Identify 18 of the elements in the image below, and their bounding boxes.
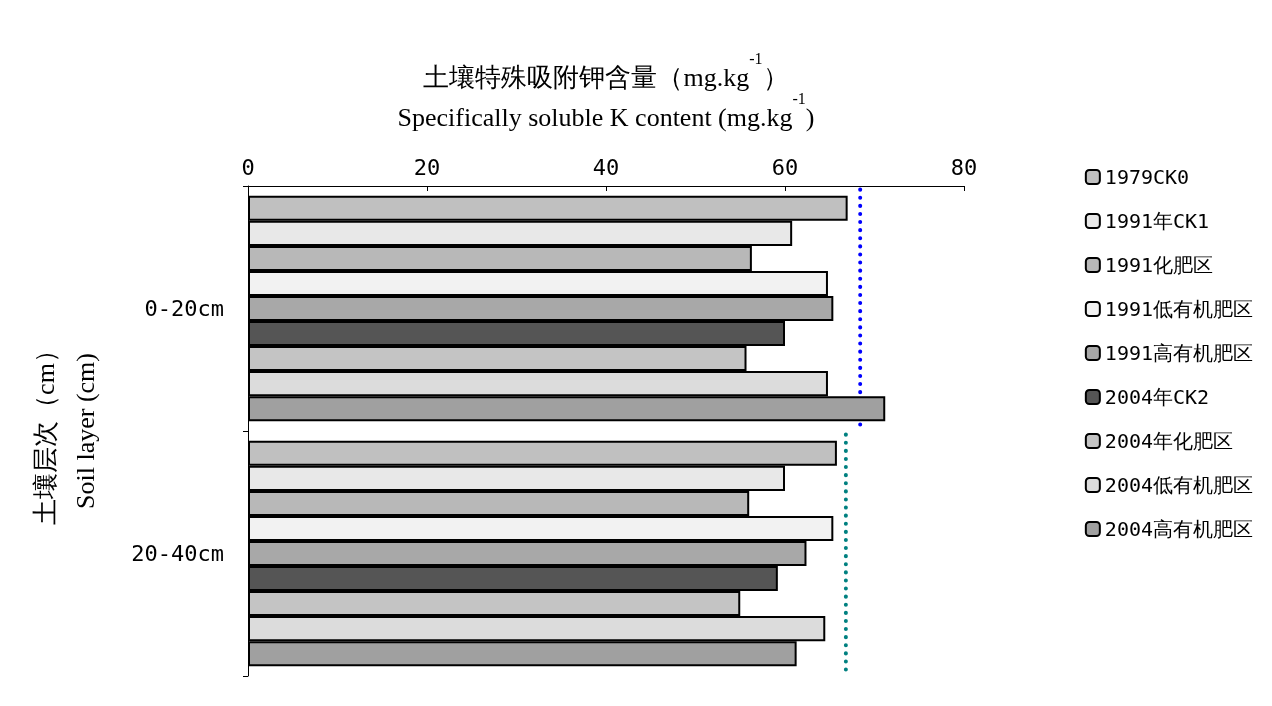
x-tick-label: 60	[771, 154, 799, 180]
legend-label: 2004年化肥区	[1104, 429, 1234, 453]
legend-label: 2004年CK2	[1104, 385, 1210, 409]
legend-label: 1979CK0	[1104, 165, 1190, 189]
x-tick-label: 40	[592, 154, 620, 180]
legend-label: 2004高有机肥区	[1104, 517, 1254, 541]
x-axis-title: 土壤特殊吸附钾含量（mg.kg-1） Specifically soluble K content (mg.kg-1)	[397, 49, 815, 132]
legend-label: 1991年CK1	[1104, 209, 1210, 233]
x-tick-label: 20	[413, 154, 441, 180]
y-axis-title: 土壤层次（cm） Soil layer (cm)	[30, 337, 100, 525]
legend-label: 1991高有机肥区	[1104, 341, 1254, 365]
x-tick-label: 80	[950, 154, 978, 180]
x-tick-label: 0	[241, 154, 255, 180]
y-tick-label: 20-40cm	[131, 541, 224, 566]
legend-label: 2004低有机肥区	[1104, 473, 1254, 497]
legend-label: 1991低有机肥区	[1104, 297, 1254, 321]
legend-label: 1991化肥区	[1104, 253, 1214, 277]
y-tick-label: 0-20cm	[144, 296, 224, 321]
